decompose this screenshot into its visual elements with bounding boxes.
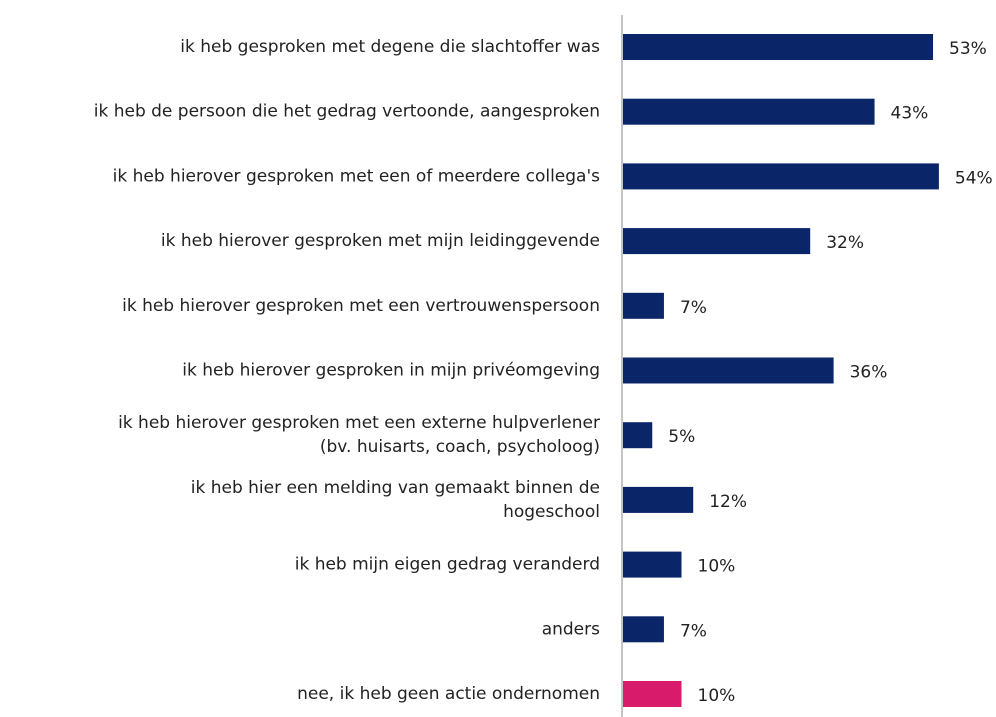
category-label: anders bbox=[542, 619, 600, 639]
bar bbox=[623, 681, 682, 707]
value-label: 53% bbox=[949, 39, 987, 59]
bar bbox=[623, 98, 875, 125]
value-label: 10% bbox=[698, 686, 736, 706]
value-label: 32% bbox=[826, 233, 864, 253]
value-label: 54% bbox=[955, 168, 993, 188]
bar bbox=[623, 486, 694, 513]
category-label: nee, ik heb geen actie ondernomen bbox=[297, 684, 600, 704]
bar bbox=[623, 163, 939, 190]
category-label: ik heb hierover gesproken met een of mee… bbox=[113, 166, 600, 186]
category-label: (bv. huisarts, coach, psycholoog) bbox=[320, 437, 600, 457]
category-label: ik heb gesproken met degene die slachtof… bbox=[180, 37, 600, 57]
category-label: ik heb hierover gesproken met een vertro… bbox=[122, 296, 600, 316]
value-label: 36% bbox=[850, 363, 888, 383]
bar bbox=[623, 357, 834, 384]
bar bbox=[623, 292, 664, 319]
category-label: ik heb hier een melding van gemaakt binn… bbox=[191, 478, 600, 498]
category-label: hogeschool bbox=[503, 502, 600, 522]
value-label: 12% bbox=[709, 492, 747, 512]
category-label: ik heb hierover gesproken in mijn privéo… bbox=[182, 361, 600, 381]
category-label: ik heb hierover gesproken met een extern… bbox=[118, 413, 600, 433]
bar bbox=[623, 34, 934, 60]
value-label: 7% bbox=[680, 621, 707, 641]
category-label: ik heb de persoon die het gedrag vertoon… bbox=[94, 102, 600, 122]
category-label: ik heb hierover gesproken met mijn leidi… bbox=[161, 231, 600, 251]
value-label: 43% bbox=[891, 104, 929, 124]
value-label: 7% bbox=[680, 298, 707, 318]
bar bbox=[623, 228, 811, 255]
bar bbox=[623, 551, 682, 578]
value-label: 5% bbox=[668, 427, 695, 447]
bar bbox=[623, 616, 664, 643]
bar bbox=[623, 422, 653, 449]
value-label: 10% bbox=[698, 557, 736, 577]
category-label: ik heb mijn eigen gedrag veranderd bbox=[295, 555, 600, 575]
